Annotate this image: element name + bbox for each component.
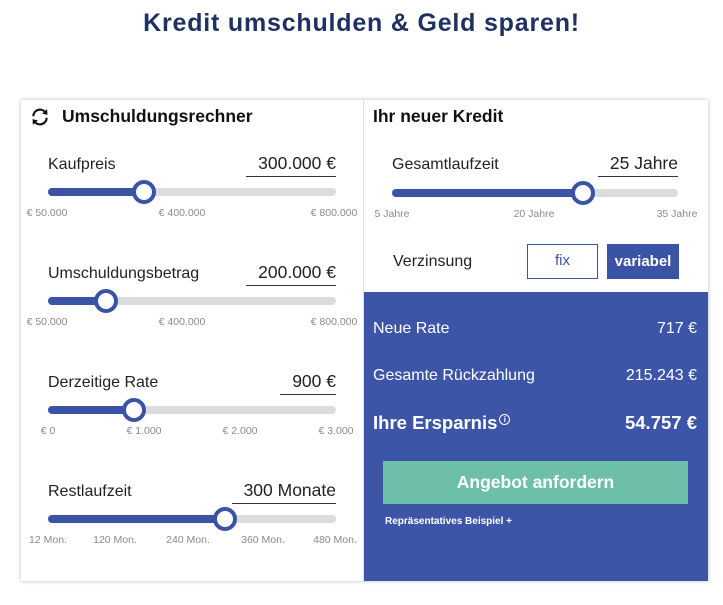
neue-rate-row: Neue Rate 717 € — [373, 320, 697, 338]
umschuldungsbetrag-tick-min: € 50.000 — [26, 316, 68, 328]
gesamtlaufzeit-slider-block: Gesamtlaufzeit 25 Jahre 5 Jahre 20 Jahre… — [374, 153, 697, 226]
gesamtlaufzeit-tick-max: 35 Jahre — [656, 208, 698, 220]
rueckzahlung-value: 215.243 € — [625, 367, 697, 384]
kaufpreis-slider-fill — [48, 188, 144, 196]
left-panel-header: Umschuldungsrechner — [30, 106, 253, 127]
info-icon[interactable]: i — [499, 413, 511, 425]
derzeitige-rate-slider-fill — [48, 406, 135, 414]
kaufpreis-tick-mid: € 400.000 — [158, 207, 206, 219]
restlaufzeit-slider-thumb[interactable] — [212, 507, 237, 531]
ersparnis-row: Ihre Ersparnis i 54.757 € — [373, 412, 697, 434]
kaufpreis-slider[interactable] — [48, 180, 336, 204]
rueckzahlung-label: Gesamte Rückzahlung — [373, 367, 535, 384]
verzinsung-label: Verzinsung — [393, 253, 473, 270]
right-panel: Ihr neuer Kredit Gesamtlaufzeit 25 Jahre… — [364, 100, 708, 581]
umschuldungsbetrag-value[interactable]: 200.000 € — [246, 262, 336, 286]
umschuldungsbetrag-slider-block: Umschuldungsbetrag 200.000 € € 50.000 € … — [27, 262, 358, 335]
left-panel: Umschuldungsrechner Kaufpreis 300.000 € … — [21, 100, 364, 581]
kaufpreis-label: Kaufpreis — [48, 156, 116, 173]
gesamtlaufzeit-slider[interactable] — [392, 181, 678, 205]
restlaufzeit-value[interactable]: 300 Monate — [231, 480, 336, 504]
gesamtlaufzeit-slider-fill — [392, 189, 583, 197]
kaufpreis-slider-thumb[interactable] — [131, 180, 156, 204]
derzeitige-rate-slider-block: Derzeitige Rate 900 € € 0 € 1.000 € 2.00… — [41, 371, 354, 444]
fix-button[interactable]: fix — [527, 244, 598, 279]
derzeitige-rate-slider-thumb[interactable] — [122, 398, 147, 422]
kaufpreis-tick-max: € 800.000 — [310, 207, 358, 219]
umschuldungsbetrag-tick-mid: € 400.000 — [158, 316, 206, 328]
restlaufzeit-slider[interactable] — [48, 507, 336, 531]
restlaufzeit-tick-0: 12 Mon. — [29, 534, 67, 546]
umschuldungsbetrag-slider-thumb[interactable] — [93, 289, 118, 313]
restlaufzeit-tick-3: 360 Mon. — [241, 534, 285, 546]
restlaufzeit-tick-1: 120 Mon. — [93, 534, 137, 546]
ersparnis-label-wrap: Ihre Ersparnis i — [373, 412, 511, 434]
ersparnis-label: Ihre Ersparnis — [373, 412, 498, 433]
restlaufzeit-slider-block: Restlaufzeit 300 Monate 12 Mon. 120 Mon.… — [29, 480, 357, 553]
restlaufzeit-tick-4: 480 Mon. — [313, 534, 357, 546]
derzeitige-rate-slider[interactable] — [48, 398, 336, 422]
derzeitige-rate-value[interactable]: 900 € — [280, 371, 336, 395]
umschuldungsbetrag-slider-fill — [48, 297, 106, 305]
kaufpreis-tick-min: € 50.000 — [26, 207, 68, 219]
kaufpreis-slider-block: Kaufpreis 300.000 € € 50.000 € 400.000 €… — [27, 153, 358, 226]
restlaufzeit-label: Restlaufzeit — [48, 483, 132, 500]
umschuldungsbetrag-label: Umschuldungsbetrag — [48, 265, 200, 282]
left-panel-title: Umschuldungsrechner — [62, 106, 253, 126]
neue-rate-value: 717 € — [656, 320, 697, 337]
umschuldungsbetrag-slider[interactable] — [48, 289, 336, 313]
calculator-card: Umschuldungsrechner Kaufpreis 300.000 € … — [21, 100, 708, 581]
kaufpreis-value[interactable]: 300.000 € — [246, 153, 336, 177]
representative-example-link[interactable]: Repräsentatives Beispiel + — [385, 516, 513, 527]
right-panel-title: Ihr neuer Kredit — [373, 106, 504, 126]
refresh-icon[interactable] — [30, 107, 50, 127]
gesamtlaufzeit-tick-min: 5 Jahre — [374, 208, 410, 220]
gesamtlaufzeit-tick-mid: 20 Jahre — [513, 208, 555, 220]
gesamtlaufzeit-label: Gesamtlaufzeit — [392, 156, 499, 173]
derzeitige-rate-tick-2: € 2.000 — [222, 425, 258, 437]
derzeitige-rate-tick-0: € 0 — [40, 425, 56, 437]
result-box: Neue Rate 717 € Gesamte Rückzahlung 215.… — [364, 292, 708, 581]
gesamtlaufzeit-slider-thumb[interactable] — [570, 181, 595, 205]
variabel-button[interactable]: variabel — [607, 244, 679, 279]
neue-rate-label: Neue Rate — [373, 320, 450, 337]
angebot-anfordern-button[interactable]: Angebot anfordern — [383, 461, 688, 504]
restlaufzeit-tick-2: 240 Mon. — [166, 534, 210, 546]
ersparnis-value: 54.757 € — [624, 412, 697, 433]
restlaufzeit-slider-fill — [48, 515, 225, 523]
derzeitige-rate-label: Derzeitige Rate — [48, 374, 159, 391]
derzeitige-rate-tick-3: € 3.000 — [318, 425, 354, 437]
umschuldungsbetrag-tick-max: € 800.000 — [310, 316, 358, 328]
gesamtlaufzeit-value[interactable]: 25 Jahre — [597, 153, 678, 177]
page-title: Kredit umschulden & Geld sparen! — [143, 9, 580, 37]
rueckzahlung-row: Gesamte Rückzahlung 215.243 € — [373, 367, 697, 385]
derzeitige-rate-tick-1: € 1.000 — [126, 425, 162, 437]
